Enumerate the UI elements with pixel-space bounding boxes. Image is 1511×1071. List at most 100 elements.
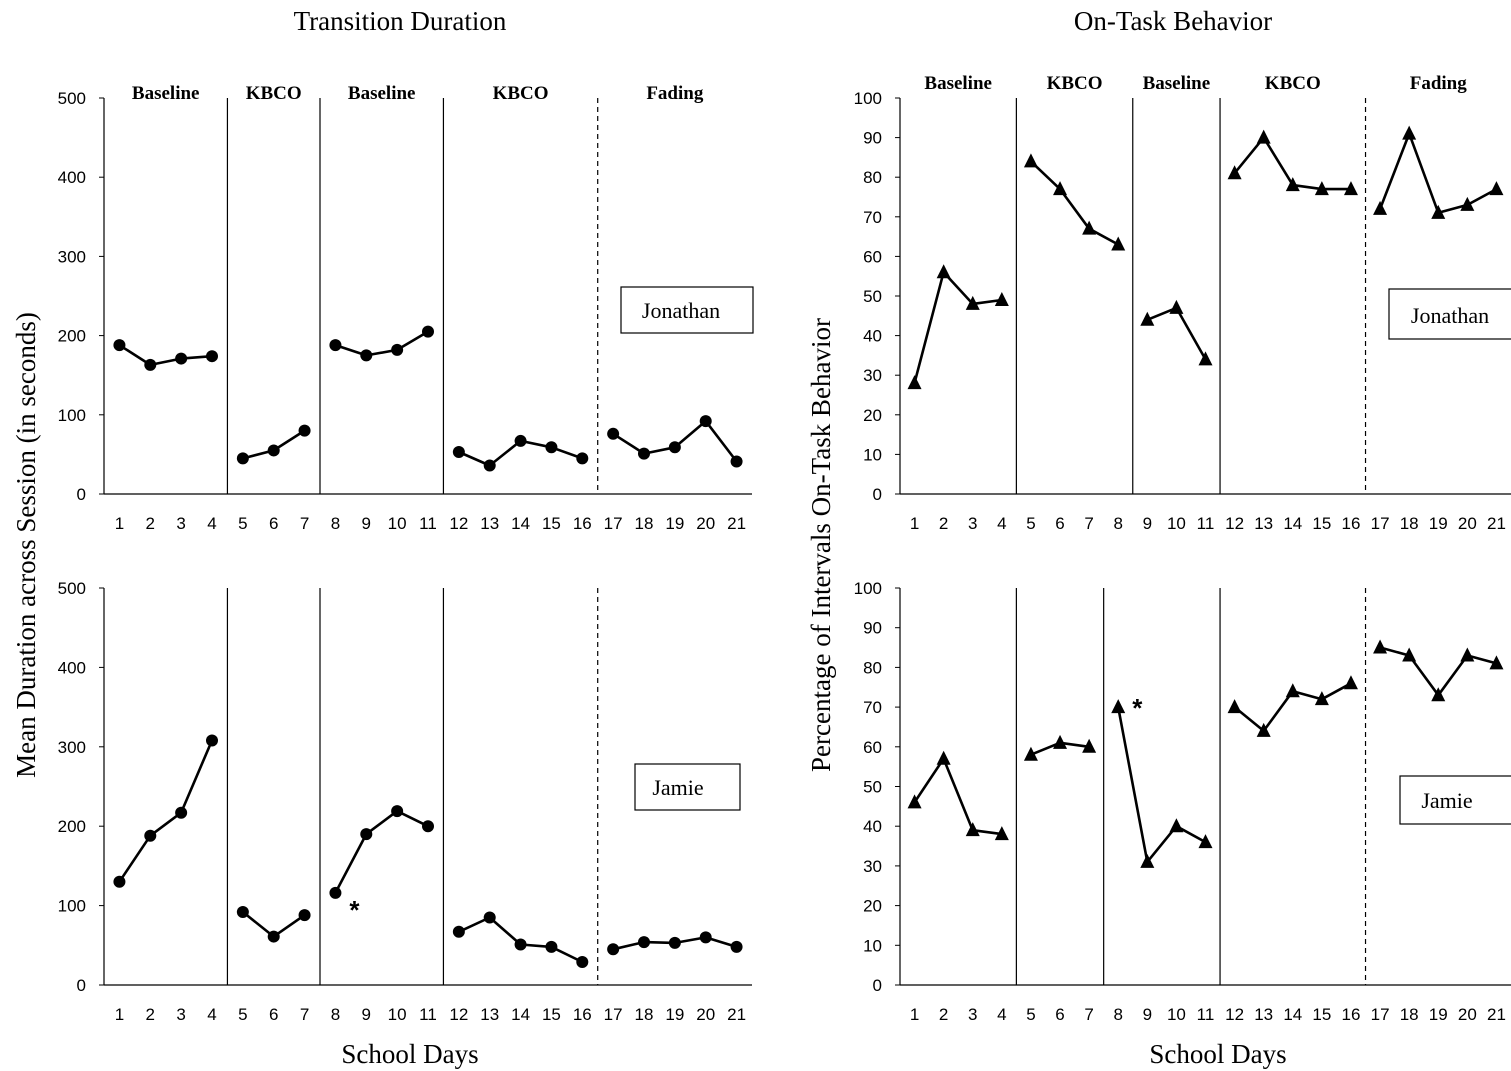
phase-label: KBCO <box>493 83 549 104</box>
data-point <box>452 925 465 938</box>
data-point <box>1198 351 1213 366</box>
y-tick-label: 100 <box>854 89 882 108</box>
phase-label: KBCO <box>1265 73 1321 94</box>
data-point <box>1256 129 1271 144</box>
data-point <box>1082 738 1097 753</box>
series-line <box>1116 706 1207 864</box>
x-tick-label: 21 <box>727 514 746 533</box>
left-xlabel: School Days <box>341 1039 478 1069</box>
x-tick-label: 3 <box>176 514 185 533</box>
x-tick-label: 2 <box>146 514 155 533</box>
data-point <box>144 829 157 842</box>
left-ylabel: Mean Duration across Session (in seconds… <box>11 312 41 778</box>
participant-box <box>634 763 741 811</box>
y-tick-label: 0 <box>77 485 86 504</box>
y-tick-label: 500 <box>58 89 86 108</box>
data-point <box>1285 683 1300 698</box>
series-line <box>1030 160 1119 246</box>
data-point <box>994 826 1009 841</box>
data-point <box>391 805 404 818</box>
data-point <box>175 806 188 819</box>
y-tick-label: 400 <box>58 658 86 677</box>
x-tick-label: 16 <box>573 1005 592 1024</box>
x-tick-label: 6 <box>269 514 278 533</box>
x-tick-label: 5 <box>238 514 247 533</box>
data-point <box>1082 220 1097 235</box>
data-point <box>452 446 465 459</box>
x-tick-label: 11 <box>1197 514 1215 533</box>
participant-label: Jamie <box>1421 788 1472 813</box>
x-tick-label: 4 <box>207 1005 216 1024</box>
right-xlabel: School Days <box>1149 1039 1286 1069</box>
data-point <box>1227 699 1242 714</box>
data-point <box>1169 299 1184 314</box>
data-point <box>576 955 589 968</box>
y-tick-label: 60 <box>863 247 882 266</box>
phase-label: Baseline <box>1143 73 1211 94</box>
x-tick-label: 20 <box>696 514 715 533</box>
x-tick-label: 18 <box>635 514 654 533</box>
x-tick-label: 7 <box>300 514 309 533</box>
x-tick-label: 4 <box>997 514 1006 533</box>
data-point <box>514 938 527 951</box>
y-tick-label: 0 <box>873 976 882 995</box>
y-tick-label: 90 <box>863 129 882 148</box>
x-tick-label: 21 <box>1487 1005 1506 1024</box>
data-point <box>483 911 496 924</box>
right-title: On-Task Behavior <box>1074 6 1272 36</box>
data-point <box>206 350 218 363</box>
data-point <box>1023 746 1038 761</box>
data-point <box>1431 204 1446 219</box>
data-point <box>236 905 249 918</box>
x-tick-label: 4 <box>207 514 216 533</box>
asterisk-annotation: * <box>1132 693 1143 723</box>
x-tick-label: 20 <box>696 1005 715 1024</box>
data-point <box>113 875 126 888</box>
data-point <box>1198 834 1213 849</box>
data-point <box>638 447 650 460</box>
left-title: Transition Duration <box>294 6 507 36</box>
series-line <box>913 757 1002 836</box>
x-tick-label: 15 <box>542 1005 561 1024</box>
y-tick-label: 80 <box>863 658 882 677</box>
data-point <box>422 820 434 833</box>
x-tick-label: 10 <box>1167 514 1186 533</box>
series-line <box>118 739 214 883</box>
participant-box <box>620 286 754 334</box>
y-tick-label: 70 <box>863 208 882 227</box>
x-tick-label: 3 <box>968 514 977 533</box>
x-tick-label: 7 <box>1084 1005 1093 1024</box>
series-line <box>1378 132 1498 215</box>
x-tick-label: 20 <box>1458 1005 1477 1024</box>
data-point <box>1373 200 1388 215</box>
series-line <box>118 344 213 367</box>
data-point <box>907 794 922 809</box>
data-point <box>1111 699 1126 714</box>
data-point <box>175 352 188 365</box>
x-tick-label: 4 <box>997 1005 1006 1024</box>
x-tick-label: 16 <box>573 514 592 533</box>
x-tick-label: 12 <box>449 514 468 533</box>
x-tick-label: 19 <box>1429 1005 1448 1024</box>
x-tick-label: 2 <box>146 1005 155 1024</box>
x-tick-label: 21 <box>727 1005 746 1024</box>
data-point <box>965 822 980 837</box>
x-tick-label: 11 <box>419 514 437 533</box>
x-tick-label: 12 <box>1225 1005 1244 1024</box>
x-tick-label: 6 <box>1055 514 1064 533</box>
data-point <box>1431 687 1446 702</box>
data-point <box>514 434 527 447</box>
y-tick-label: 400 <box>58 168 86 187</box>
x-tick-label: 17 <box>1371 514 1390 533</box>
data-point <box>298 424 311 437</box>
series-line <box>1146 306 1207 361</box>
data-point <box>206 734 218 747</box>
x-tick-label: 16 <box>1342 1005 1361 1024</box>
data-point <box>1314 691 1329 706</box>
y-tick-label: 200 <box>58 327 86 346</box>
x-tick-label: 5 <box>238 1005 247 1024</box>
x-tick-label: 13 <box>480 1005 499 1024</box>
